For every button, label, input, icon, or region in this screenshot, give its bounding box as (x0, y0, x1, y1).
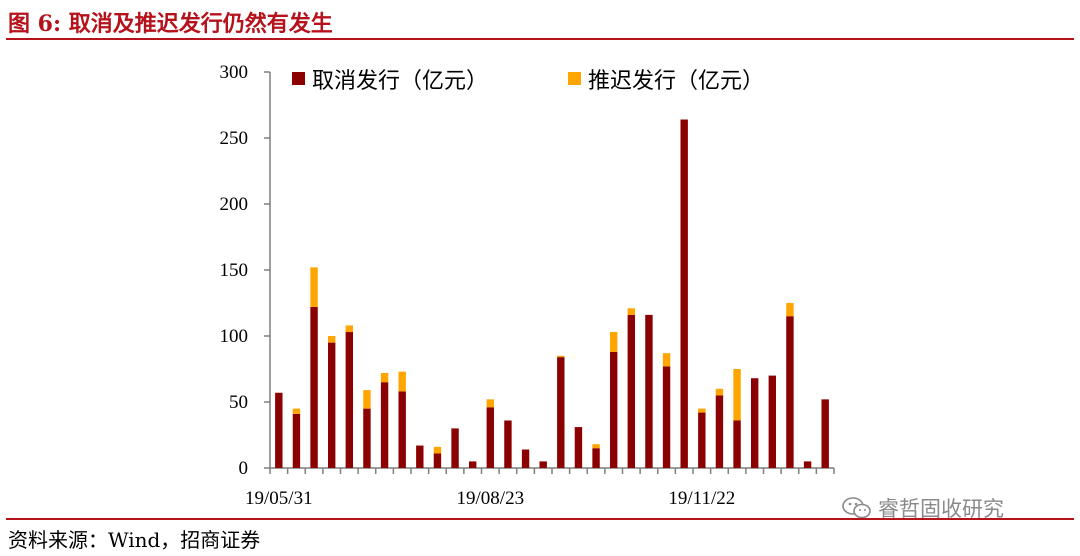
bar-postpone (363, 390, 371, 409)
x-tick-label: 19/08/23 (457, 488, 525, 509)
legend-label-postpone: 推迟发行（亿元） (588, 69, 764, 94)
bar-cancel (275, 392, 283, 468)
bar-cancel (416, 445, 424, 468)
bar-postpone (398, 371, 406, 392)
y-tick-label: 250 (220, 128, 249, 149)
bar-cancel (310, 306, 318, 468)
bar-postpone (486, 399, 495, 408)
x-tick-label: 19/11/22 (668, 488, 735, 509)
watermark: 睿哲固收研究 (842, 493, 1004, 523)
bar-cancel (451, 428, 459, 468)
bar-cancel (521, 449, 530, 468)
y-tick-label: 100 (220, 326, 249, 347)
bar-postpone (327, 336, 336, 343)
bar-cancel (609, 351, 618, 468)
chart-bars (275, 119, 829, 469)
legend-swatch-postpone (568, 72, 581, 85)
bar-cancel (486, 407, 495, 468)
source-note: 资料来源：Wind，招商证券 (8, 528, 261, 552)
legend-swatch-cancel (292, 72, 305, 85)
bar-postpone (592, 444, 600, 449)
bar-postpone (380, 372, 389, 383)
bar-postpone (433, 446, 442, 454)
bar-cancel (768, 375, 777, 468)
bar-cancel (698, 412, 706, 468)
bar-cancel (504, 420, 512, 468)
bar-postpone (715, 388, 724, 396)
bar-postpone (698, 408, 706, 413)
bar-cancel (645, 314, 653, 468)
bar-cancel (821, 399, 829, 468)
footer-rule (6, 518, 1074, 520)
title-rule (6, 38, 1074, 40)
bar-cancel (574, 427, 583, 468)
bar-postpone (557, 355, 565, 358)
bar-postpone (662, 353, 671, 367)
bar-cancel (433, 453, 442, 468)
y-tick-label: 200 (220, 194, 249, 215)
y-tick-label: 50 (229, 392, 248, 413)
bar-postpone (733, 369, 741, 421)
y-tick-label: 0 (239, 458, 249, 479)
bar-cancel (380, 382, 389, 468)
figure-title: 图 6: 取消及推迟发行仍然有发生 (8, 11, 333, 37)
bar-cancel (786, 316, 794, 468)
bar-cancel (662, 366, 671, 468)
y-tick-label: 300 (220, 62, 249, 83)
x-tick-label: 19/05/31 (245, 488, 313, 509)
bar-cancel (292, 413, 301, 468)
bar-postpone (310, 267, 318, 307)
chart-tick-labels: 0 50 100 150 200 250 300 19/05/31 19/08/23 19/11/… (220, 62, 736, 509)
watermark-text: 睿哲固收研究 (878, 497, 1004, 521)
bar-cancel (468, 461, 477, 468)
chart-legend: 取消发行（亿元） 推迟发行（亿元） (292, 69, 764, 94)
bar-postpone (786, 303, 794, 317)
bar-cancel (363, 408, 371, 468)
bar-cancel (539, 461, 547, 468)
legend-label-cancel: 取消发行（亿元） (312, 69, 488, 94)
bar-cancel (398, 391, 406, 468)
bar-cancel (733, 420, 741, 468)
wechat-icon (842, 497, 871, 519)
bar-cancel (715, 395, 724, 468)
bar-cancel (345, 332, 354, 468)
bar-cancel (680, 119, 688, 469)
bar-cancel (750, 378, 759, 468)
y-tick-label: 150 (220, 260, 249, 281)
bar-postpone (609, 332, 618, 352)
bar-postpone (292, 408, 301, 414)
bar-cancel (592, 448, 600, 468)
bar-cancel (627, 314, 636, 468)
bar-postpone (627, 308, 636, 315)
bar-cancel (557, 357, 565, 468)
bar-postpone (345, 325, 354, 333)
bar-cancel (803, 461, 812, 468)
stacked-bar-chart: 0 50 100 150 200 250 300 19/05/31 19/08/23 19/11/… (220, 62, 835, 509)
bar-cancel (327, 342, 336, 468)
